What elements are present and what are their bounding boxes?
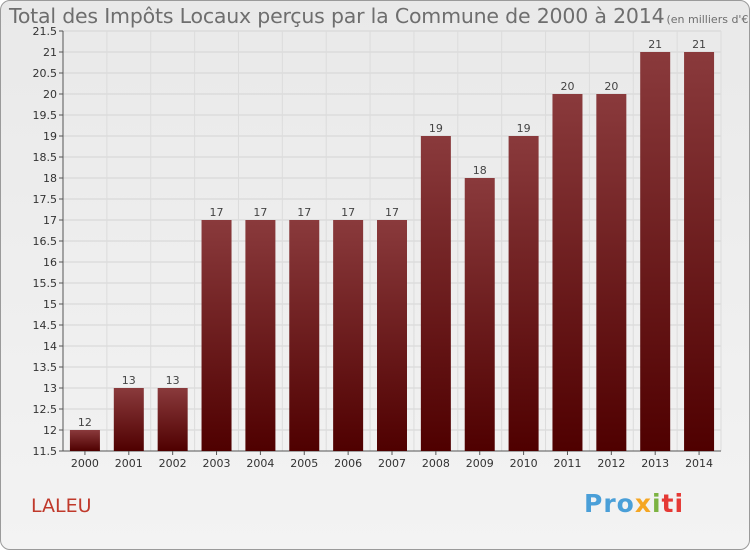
y-tick-label: 16.5 (33, 235, 58, 248)
y-tick-label: 21 (43, 46, 57, 59)
bar (552, 94, 583, 451)
bar (289, 220, 320, 451)
x-tick-label: 2001 (115, 457, 143, 470)
bar-value-label: 20 (604, 80, 618, 93)
y-tick-label: 21.5 (33, 25, 58, 38)
y-tick-label: 12 (43, 424, 57, 437)
bar-value-label: 13 (122, 374, 136, 387)
bar (464, 178, 495, 451)
y-tick-label: 17 (43, 214, 57, 227)
y-tick-label: 13 (43, 382, 57, 395)
bar (596, 94, 627, 451)
chart-title: Total des Impôts Locaux perçus par la Co… (9, 4, 665, 28)
x-tick-label: 2006 (334, 457, 362, 470)
bar (640, 52, 671, 451)
bar-value-label: 21 (648, 38, 662, 51)
bar-value-label: 17 (341, 206, 355, 219)
bar (377, 220, 407, 451)
x-tick-label: 2009 (466, 457, 494, 470)
bar (684, 52, 715, 451)
bar (69, 430, 100, 451)
y-tick-label: 14 (43, 340, 57, 353)
labels: 11.5 12 12.5 13 13.5 14 14.5 15 15.5 16 16.5 17 17.5… (33, 25, 714, 470)
bars (69, 52, 715, 451)
bar-value-label: 13 (166, 374, 180, 387)
y-tick-label: 12.5 (33, 403, 58, 416)
y-tick-label: 11.5 (33, 445, 58, 458)
y-tick-label: 14.5 (33, 319, 58, 332)
y-tick-label: 15 (43, 298, 57, 311)
bar-value-label: 18 (473, 164, 487, 177)
y-tick-label: 20.5 (33, 67, 58, 80)
y-tick-label: 15.5 (33, 277, 58, 290)
bar (201, 220, 232, 451)
bar-value-label: 19 (429, 122, 443, 135)
x-tick-label: 2000 (71, 457, 99, 470)
x-tick-label: 2010 (510, 457, 538, 470)
bar-value-label: 17 (210, 206, 224, 219)
bar (508, 136, 539, 451)
bar-value-label: 20 (560, 80, 574, 93)
x-tick-label: 2014 (685, 457, 713, 470)
y-tick-label: 16 (43, 256, 57, 269)
x-tick-label: 2011 (553, 457, 581, 470)
chart-title-block: Total des Impôts Locaux perçus par la Co… (9, 4, 750, 28)
y-tick-label: 13.5 (33, 361, 58, 374)
x-tick-label: 2008 (422, 457, 450, 470)
x-tick-label: 2002 (159, 457, 187, 470)
y-tick-label: 19.5 (33, 109, 58, 122)
bar (113, 388, 144, 451)
x-tick-label: 2003 (203, 457, 231, 470)
bar-value-label: 17 (253, 206, 267, 219)
bar-value-label: 21 (692, 38, 706, 51)
x-tick-label: 2012 (597, 457, 625, 470)
y-tick-label: 17.5 (33, 193, 58, 206)
bar (245, 220, 276, 451)
x-tick-label: 2007 (378, 457, 406, 470)
commune-name: LALEU (31, 495, 92, 517)
bar-value-label: 12 (78, 416, 92, 429)
y-tick-label: 18 (43, 172, 57, 185)
bar (420, 136, 451, 451)
bar-value-label: 17 (385, 206, 399, 219)
bar-value-label: 17 (297, 206, 311, 219)
bar-value-label: 19 (517, 122, 531, 135)
x-tick-label: 2004 (246, 457, 274, 470)
y-tick-label: 19 (43, 130, 57, 143)
chart-subtitle: (en milliers d'€) (666, 13, 750, 26)
bar (157, 388, 188, 451)
y-tick-label: 18.5 (33, 151, 58, 164)
y-tick-label: 20 (43, 88, 57, 101)
x-tick-label: 2005 (290, 457, 318, 470)
bar (333, 220, 364, 451)
x-tick-label: 2013 (641, 457, 669, 470)
proxiti-logo: Proxiti (584, 489, 685, 518)
